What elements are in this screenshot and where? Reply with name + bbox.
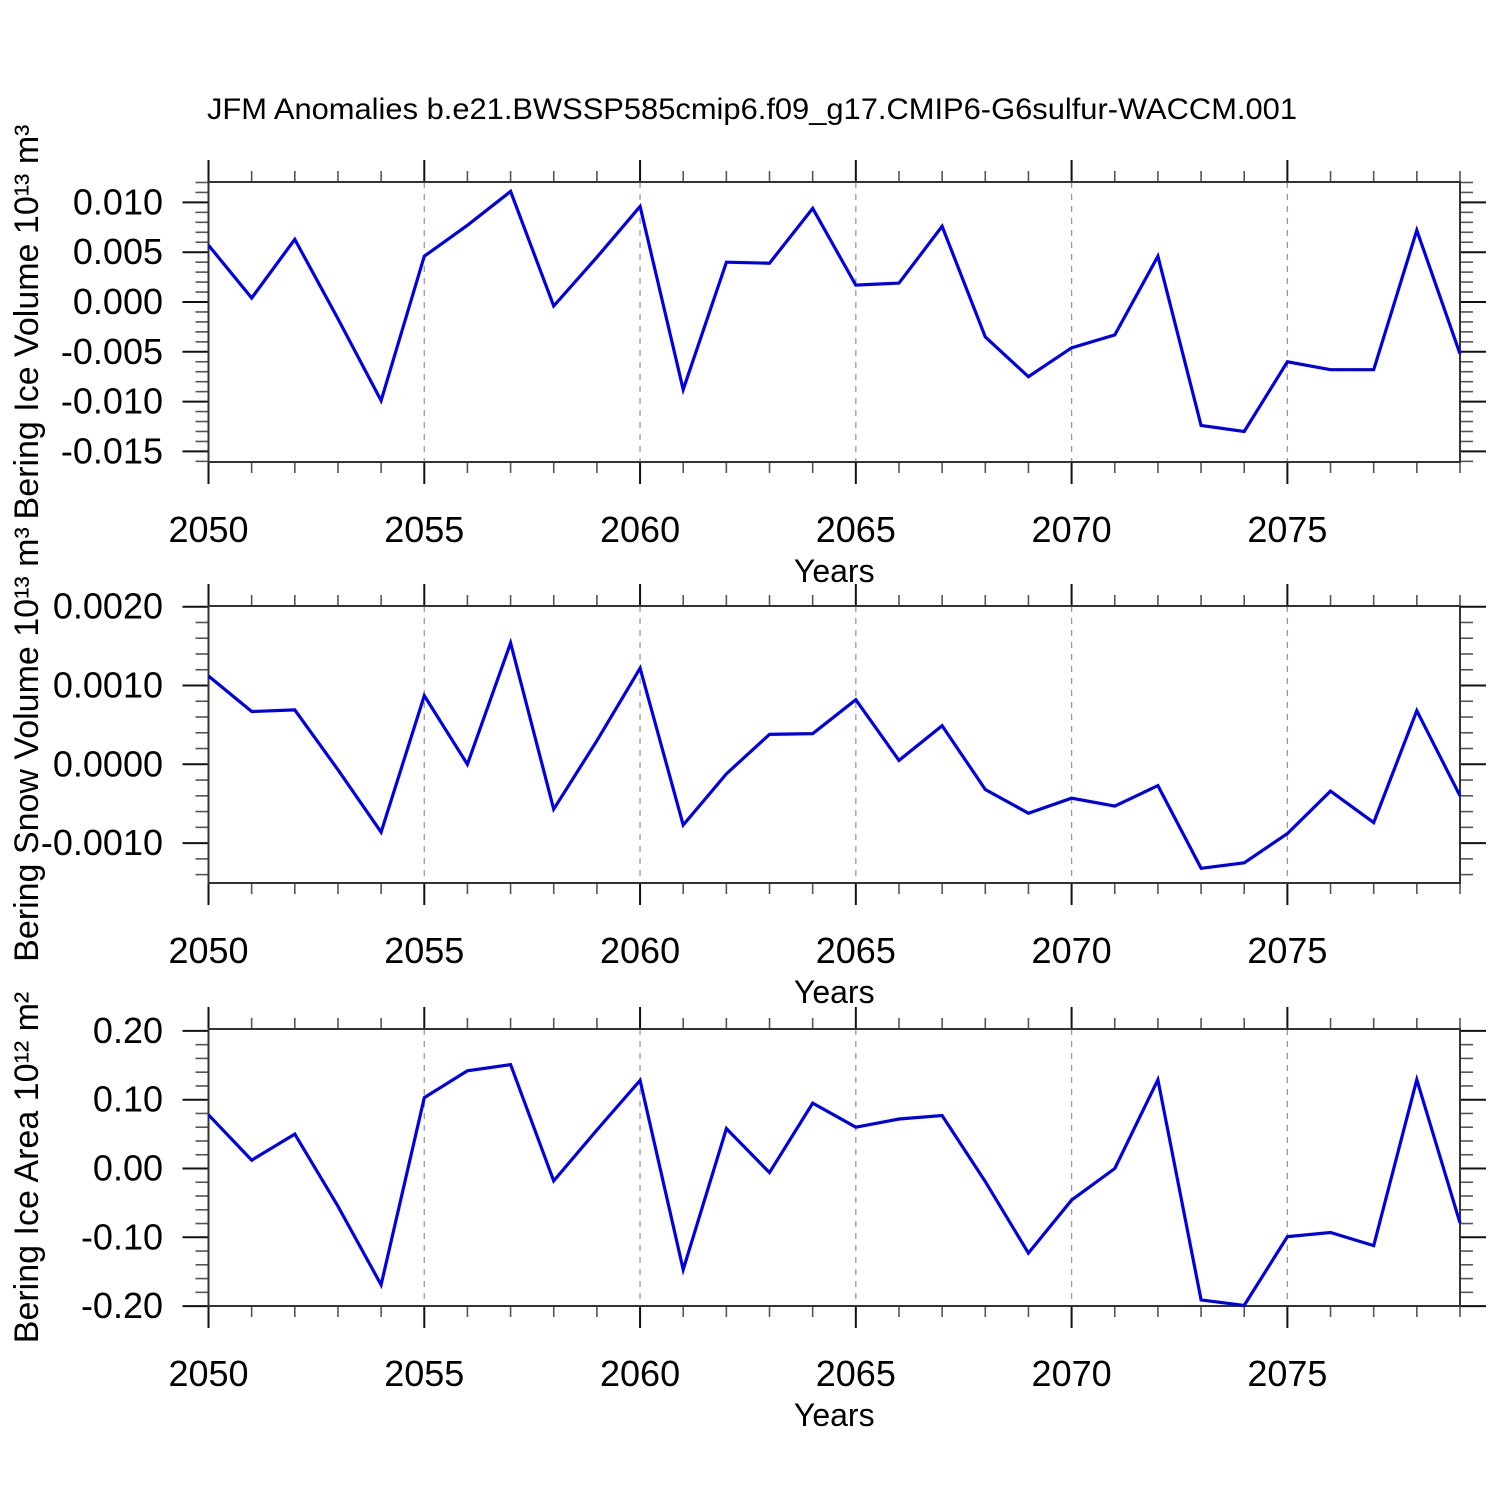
x-tick-label: 2075	[1247, 509, 1327, 550]
x-tick-label: 2055	[384, 509, 464, 550]
plot-frame	[207, 605, 1461, 884]
y-axis-title: Bering Ice Area 10¹² m²	[8, 992, 46, 1343]
data-line-bering-ice-volume	[207, 188, 1462, 434]
y-axis-title: Bering Ice Volume 10¹³ m³	[8, 125, 46, 520]
x-tick-label: 2055	[384, 930, 464, 971]
data-line-bering-snow-volume	[207, 637, 1462, 871]
y-tick-label: 0.0020	[53, 586, 163, 627]
y-tick-label: 0.00	[93, 1148, 163, 1189]
y-tick-label: -0.005	[61, 331, 163, 372]
y-tick-label: 0.005	[73, 231, 163, 272]
plot-frame	[207, 181, 1461, 463]
y-tick-label: 0.0010	[53, 665, 163, 706]
y-tick-label: 0.010	[73, 181, 163, 222]
x-tick-label: 2050	[168, 509, 248, 550]
x-tick-label: 2075	[1247, 1353, 1327, 1394]
x-tick-label: 2070	[1032, 1353, 1112, 1394]
y-tick-label: -0.0010	[41, 822, 163, 863]
x-tick-label: 2070	[1032, 509, 1112, 550]
x-tick-label: 2075	[1247, 930, 1327, 971]
x-tick-label: 2065	[816, 509, 896, 550]
x-tick-label: 2060	[600, 509, 680, 550]
y-axis-title: Bering Snow Volume 10¹³ m³	[8, 527, 46, 962]
plot-frame	[207, 1028, 1461, 1307]
data-line-bering-ice-area	[207, 1062, 1462, 1308]
x-tick-label: 2065	[816, 930, 896, 971]
y-tick-label: -0.20	[81, 1285, 163, 1326]
y-tick-label: 0.000	[73, 281, 163, 322]
x-axis-title: Years	[794, 553, 875, 589]
y-tick-label: -0.10	[81, 1216, 163, 1257]
x-tick-label: 2050	[168, 930, 248, 971]
y-tick-label: 0.20	[93, 1010, 163, 1051]
x-tick-label: 2055	[384, 1353, 464, 1394]
x-axis-title: Years	[794, 974, 875, 1010]
y-tick-label: -0.015	[61, 430, 163, 471]
y-tick-label: 0.0000	[53, 743, 163, 784]
x-tick-label: 2060	[600, 1353, 680, 1394]
panel-bering-snow-volume: 0.0020 0.0010 0.0000 -0.0010 2050 2055 2060 206…	[8, 527, 1486, 1010]
x-tick-label: 2050	[168, 1353, 248, 1394]
x-tick-label: 2060	[600, 930, 680, 971]
x-axis-title: Years	[794, 1397, 875, 1433]
y-tick-label: 0.10	[93, 1079, 163, 1120]
figure-title: JFM Anomalies b.e21.BWSSP585cmip6.f09_g1…	[207, 93, 1297, 126]
x-tick-label: 2065	[816, 1353, 896, 1394]
x-tick-label: 2070	[1032, 930, 1112, 971]
y-tick-label: -0.010	[61, 381, 163, 422]
